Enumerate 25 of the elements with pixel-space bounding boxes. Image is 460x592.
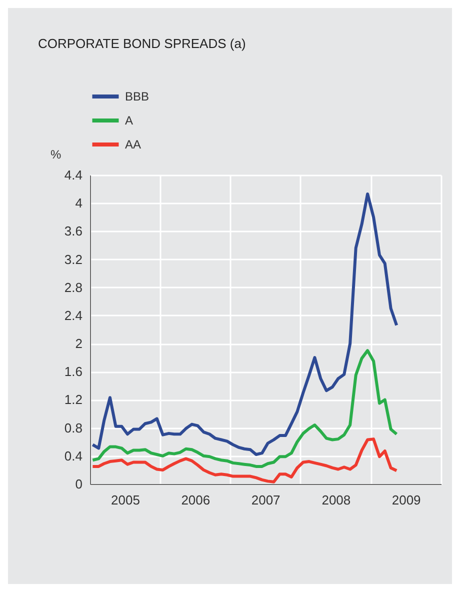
x-tick-label: 2005: [111, 492, 140, 508]
y-tick-label: 3.6: [64, 224, 82, 239]
y-tick-label: 4: [75, 196, 82, 211]
y-tick-label: 0.8: [64, 420, 82, 436]
x-tick-label: 2007: [251, 492, 280, 508]
x-tick-label: 2006: [181, 492, 210, 508]
legend-label: BBB: [125, 90, 150, 104]
line-series: [91, 349, 398, 468]
y-tick-label: 4.4: [64, 168, 82, 182]
line-series: [91, 192, 398, 456]
legend-label: A: [125, 114, 134, 128]
x-tick-label: 2009: [392, 492, 421, 508]
y-tick-label: 2: [75, 336, 82, 352]
y-tick-label: 2.8: [64, 280, 82, 295]
line-series: [91, 438, 398, 484]
y-tick-label: 1.2: [64, 392, 82, 408]
legend-label: AA: [125, 138, 142, 152]
y-tick-label: 0.4: [64, 448, 82, 464]
chart-title: CORPORATE BOND SPREADS (a): [38, 36, 246, 51]
y-tick-label: 2.4: [64, 308, 82, 323]
y-tick-label: 1.6: [64, 364, 82, 380]
y-tick-label: 0: [75, 476, 82, 492]
y-axis-title: %: [50, 148, 62, 162]
y-tick-label: 3.2: [64, 252, 82, 267]
x-tick-label: 2008: [322, 492, 351, 508]
